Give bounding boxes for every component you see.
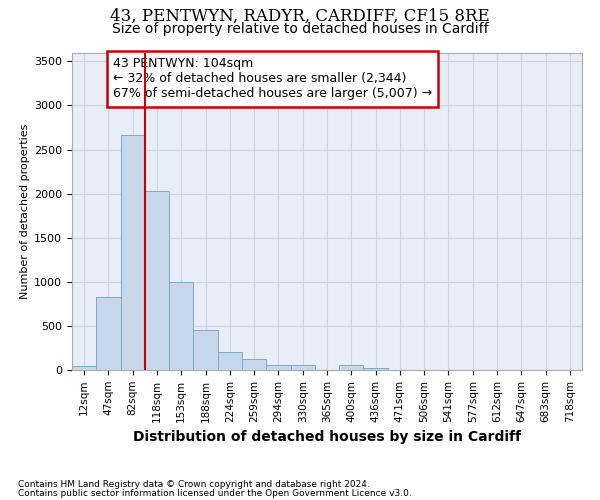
Y-axis label: Number of detached properties: Number of detached properties xyxy=(20,124,30,299)
Text: Contains public sector information licensed under the Open Government Licence v3: Contains public sector information licen… xyxy=(18,488,412,498)
Text: 43 PENTWYN: 104sqm
← 32% of detached houses are smaller (2,344)
67% of semi-deta: 43 PENTWYN: 104sqm ← 32% of detached hou… xyxy=(113,58,432,100)
Text: Size of property relative to detached houses in Cardiff: Size of property relative to detached ho… xyxy=(112,22,488,36)
Bar xyxy=(193,330,218,370)
Bar xyxy=(218,352,242,370)
Bar xyxy=(121,136,145,370)
Bar xyxy=(96,297,121,370)
Bar xyxy=(242,358,266,370)
Bar xyxy=(72,366,96,370)
Bar xyxy=(364,368,388,370)
Bar xyxy=(339,365,364,370)
Text: Contains HM Land Registry data © Crown copyright and database right 2024.: Contains HM Land Registry data © Crown c… xyxy=(18,480,370,489)
X-axis label: Distribution of detached houses by size in Cardiff: Distribution of detached houses by size … xyxy=(133,430,521,444)
Bar xyxy=(169,282,193,370)
Bar xyxy=(290,365,315,370)
Text: 43, PENTWYN, RADYR, CARDIFF, CF15 8RE: 43, PENTWYN, RADYR, CARDIFF, CF15 8RE xyxy=(110,8,490,24)
Bar xyxy=(145,191,169,370)
Bar xyxy=(266,365,290,370)
